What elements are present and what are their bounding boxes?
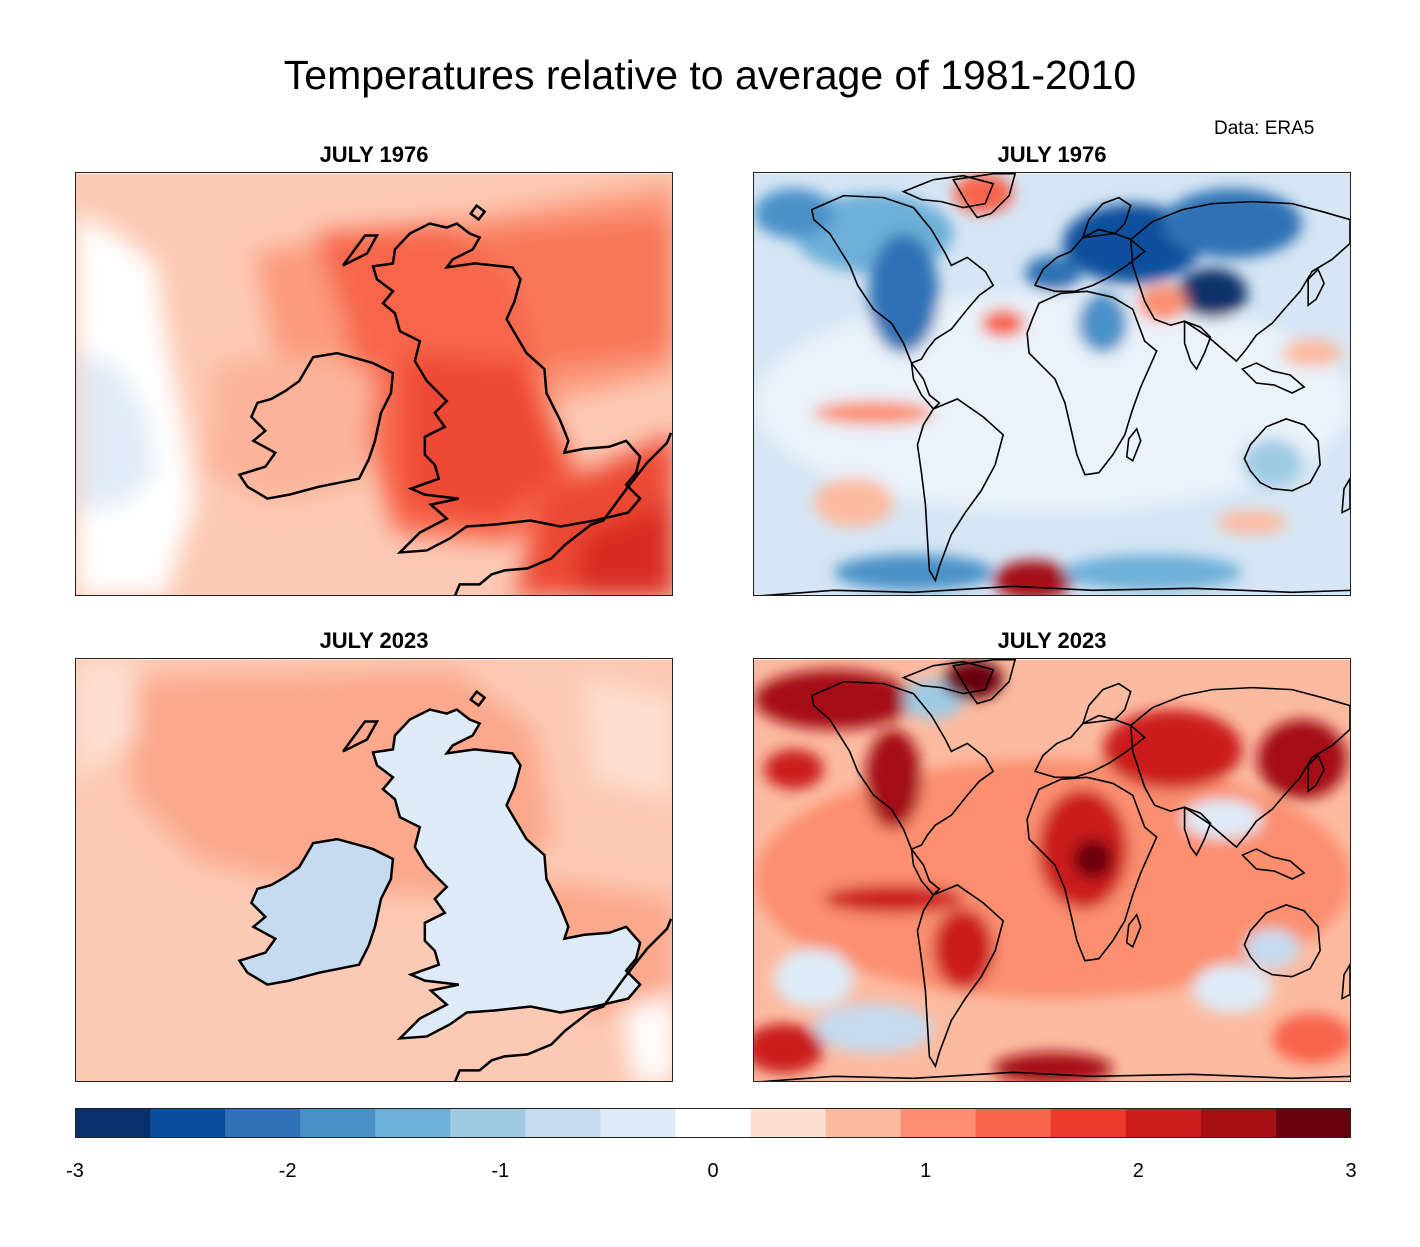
colorbar-tick-label: 1 [920,1160,932,1182]
map-panel-uk-2023 [75,658,673,1082]
panel-title-uk-1976: JULY 1976 [319,142,429,167]
colorbar-segment [75,1108,151,1138]
colorbar-segment [225,1108,301,1138]
colorbar-segment [900,1108,977,1138]
colorbar-tick-label: -1 [491,1160,510,1182]
colorbar-segment [375,1108,451,1138]
colorbar-tick-label: -3 [66,1160,84,1182]
colorbar-segment [1125,1108,1202,1138]
colorbar-segment [525,1108,601,1138]
colorbar-segment [300,1108,376,1138]
colorbar-tick-label: -2 [278,1160,297,1182]
figure-title: Temperatures relative to average of 1981… [283,52,1137,98]
colorbar-segment [600,1108,676,1138]
anomaly-map-uk-2023 [76,659,672,1081]
anomaly-map-uk-1976 [76,173,672,595]
panel-title-world-1976: JULY 1976 [997,142,1107,167]
colorbar-tick-label: 3 [1345,1160,1357,1182]
colorbar-segment [975,1108,1052,1138]
colorbar-segment [450,1108,526,1138]
anomaly-map-world-2023 [754,659,1350,1081]
map-panel-world-2023 [753,658,1351,1082]
colorbar-segment [1050,1108,1127,1138]
colorbar-segment [825,1108,902,1138]
colorbar-segment [1200,1108,1277,1138]
map-panel-world-1976 [753,172,1351,596]
map-panel-uk-1976 [75,172,673,596]
colorbar-tick-label: 0 [707,1160,719,1182]
colorbar-segment [750,1108,827,1138]
colorbar [75,1108,1351,1138]
colorbar-segment [675,1108,752,1138]
panel-title-uk-2023: JULY 2023 [319,628,429,653]
colorbar-segment [150,1108,226,1138]
anomaly-map-world-1976 [754,173,1350,595]
colorbar-segment [1275,1108,1351,1138]
colorbar-tick-label: 2 [1132,1160,1144,1182]
data-source-label: Data: ERA5 [1214,118,1315,139]
panel-title-world-2023: JULY 2023 [997,628,1107,653]
